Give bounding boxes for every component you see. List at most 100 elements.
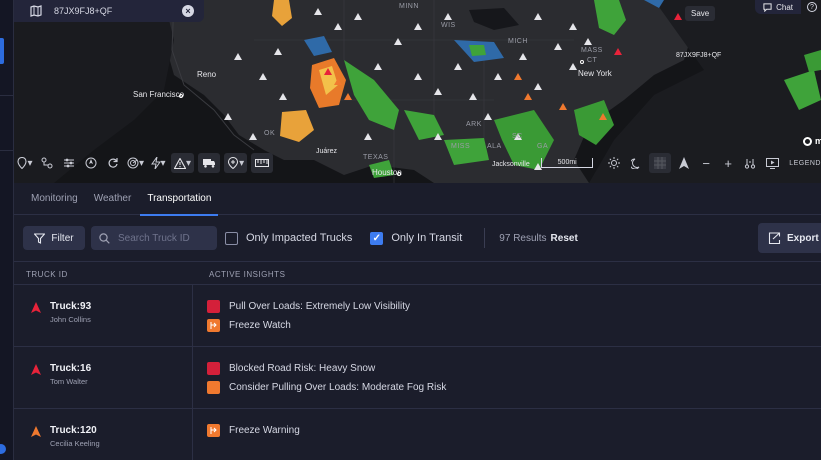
freeze-square-icon <box>207 424 220 437</box>
pin-add-button[interactable]: ▾ <box>224 153 248 173</box>
truck-search-input[interactable] <box>118 232 208 244</box>
pin-add-icon <box>228 157 239 169</box>
truck-id-cell[interactable]: Truck:93 John Collins <box>14 285 193 346</box>
tab-monitoring[interactable]: Monitoring <box>31 193 78 204</box>
truck-id[interactable]: Truck:16 <box>50 363 92 374</box>
filter-button[interactable]: Filter <box>23 226 85 250</box>
ruler-icon <box>255 159 270 167</box>
insight-text: Pull Over Loads: Extremely Low Visibilit… <box>229 301 410 312</box>
city-label: Reno <box>197 70 217 79</box>
region-label: TEXAS <box>363 154 389 161</box>
north-arrow-icon[interactable] <box>673 153 695 173</box>
legend-button[interactable]: LEGEND <box>789 159 821 167</box>
truck-id-cell[interactable]: Truck:120 Cecilia Keeling <box>14 409 193 460</box>
map-scale-bar: 500mi <box>541 158 594 168</box>
search-icon <box>99 232 110 244</box>
truck-layer-button[interactable] <box>198 153 221 173</box>
location-search-pill[interactable]: 87JX9FJ8+QF × <box>14 0 204 22</box>
lightning-icon[interactable]: ▾ <box>147 153 169 173</box>
insight-text: Blocked Road Risk: Heavy Snow <box>229 363 376 374</box>
filter-bar: Filter Only Impacted Trucks ✓ Only In Tr… <box>14 215 821 261</box>
column-header-truck-id[interactable]: TRUCK ID <box>26 270 68 279</box>
region-label: MASS <box>581 47 603 54</box>
sidebar-divider <box>0 150 14 151</box>
city-label: New York <box>578 69 612 78</box>
insight-item[interactable]: Blocked Road Risk: Heavy Snow <box>207 362 375 375</box>
help-icon[interactable]: ? <box>807 2 817 12</box>
insight-item[interactable]: Pull Over Loads: Extremely Low Visibilit… <box>207 300 410 313</box>
truck-id[interactable]: Truck:120 <box>50 425 97 436</box>
insight-item[interactable]: Consider Pulling Over Loads: Moderate Fo… <box>207 381 446 394</box>
only-impacted-toggle[interactable]: Only Impacted Trucks <box>225 231 352 245</box>
truck-id[interactable]: Truck:93 <box>50 301 92 312</box>
refresh-icon[interactable] <box>102 153 124 173</box>
region-label: CT <box>587 57 598 64</box>
only-transit-checkbox[interactable]: ✓ <box>370 231 384 245</box>
top-right-controls: Chat ? <box>755 0 821 14</box>
tab-transportation[interactable]: Transportation <box>140 183 219 216</box>
grid-icon <box>654 157 667 169</box>
chat-button[interactable]: Chat <box>755 0 801 14</box>
coastline <box>171 0 255 151</box>
sidebar-divider <box>0 95 14 96</box>
only-transit-label: Only In Transit <box>391 232 463 244</box>
truck-id-cell[interactable]: Truck:16 Tom Walter <box>14 347 193 408</box>
search-code-text[interactable]: 87JX9FJ8+QF <box>54 6 113 16</box>
map-view[interactable]: MINN WIS MICH MASS CT TEXAS MISS ALA GA … <box>14 0 821 183</box>
left-sidebar-rail <box>0 0 14 460</box>
route-tool-icon[interactable] <box>36 153 58 173</box>
sun-icon[interactable] <box>603 153 625 173</box>
insight-text: Consider Pulling Over Loads: Moderate Fo… <box>229 382 447 393</box>
region-label: ALA <box>487 143 502 150</box>
city-marker <box>397 172 401 176</box>
region-label: OK <box>264 130 276 137</box>
insight-item[interactable]: Freeze Watch <box>207 319 291 332</box>
region-label: WIS <box>441 22 456 29</box>
map-fold-icon[interactable] <box>30 5 42 17</box>
sliders-icon[interactable] <box>58 153 80 173</box>
reset-button[interactable]: Reset <box>550 232 578 244</box>
truck-markers-severe[interactable] <box>324 13 682 75</box>
export-icon <box>768 231 781 244</box>
export-button[interactable]: Export C <box>758 223 821 253</box>
close-icon[interactable]: × <box>182 5 194 17</box>
table-row[interactable]: Truck:120 Cecilia Keeling Freeze Warning <box>14 409 821 460</box>
temperature-icon[interactable] <box>739 153 761 173</box>
region-label: MISS <box>451 143 471 150</box>
only-transit-toggle[interactable]: ✓ Only In Transit <box>370 231 463 245</box>
sidebar-bottom-dot[interactable] <box>0 444 6 454</box>
filter-icon <box>34 232 46 244</box>
ocean-pacific <box>14 0 174 183</box>
table-row[interactable]: Truck:16 Tom Walter Blocked Road Risk: H… <box>14 347 821 409</box>
compass-icon[interactable] <box>80 153 102 173</box>
region-label: ARK <box>466 121 482 128</box>
map-canvas[interactable] <box>14 0 821 183</box>
city-label: Juárez <box>316 148 338 155</box>
city-label: Jacksonville <box>492 161 530 168</box>
truck-search-box[interactable] <box>91 226 217 250</box>
radar-icon[interactable]: ▾ <box>124 153 147 173</box>
location-tool-icon[interactable]: ▾ <box>14 153 36 173</box>
column-header-active-insights[interactable]: ACTIVE INSIGHTS <box>209 270 286 279</box>
warning-layer-button[interactable]: ▾ <box>171 153 195 173</box>
basemap-grid-button[interactable] <box>649 153 672 173</box>
region-label: MICH <box>508 38 528 45</box>
region-label: SC <box>512 133 523 140</box>
ruler-button[interactable] <box>251 153 274 173</box>
truck-markers[interactable] <box>224 8 592 170</box>
state-borders <box>254 0 574 183</box>
playback-icon[interactable] <box>761 153 783 173</box>
tab-weather[interactable]: Weather <box>93 193 132 204</box>
insight-item[interactable]: Freeze Warning <box>207 424 300 437</box>
zoom-out-icon[interactable]: − <box>702 155 710 171</box>
driver-name: Tom Walter <box>50 377 88 386</box>
export-label: Export C <box>787 232 821 244</box>
truck-markers-warning[interactable] <box>334 73 607 120</box>
only-impacted-checkbox[interactable] <box>225 231 238 245</box>
moon-icon[interactable] <box>625 153 647 173</box>
truck-status-icon <box>31 302 41 313</box>
freeze-square-icon <box>207 319 220 332</box>
sidebar-active-indicator[interactable] <box>0 38 4 64</box>
table-row[interactable]: Truck:93 John Collins Pull Over Loads: E… <box>14 285 821 347</box>
zoom-in-icon[interactable]: + <box>724 155 732 171</box>
